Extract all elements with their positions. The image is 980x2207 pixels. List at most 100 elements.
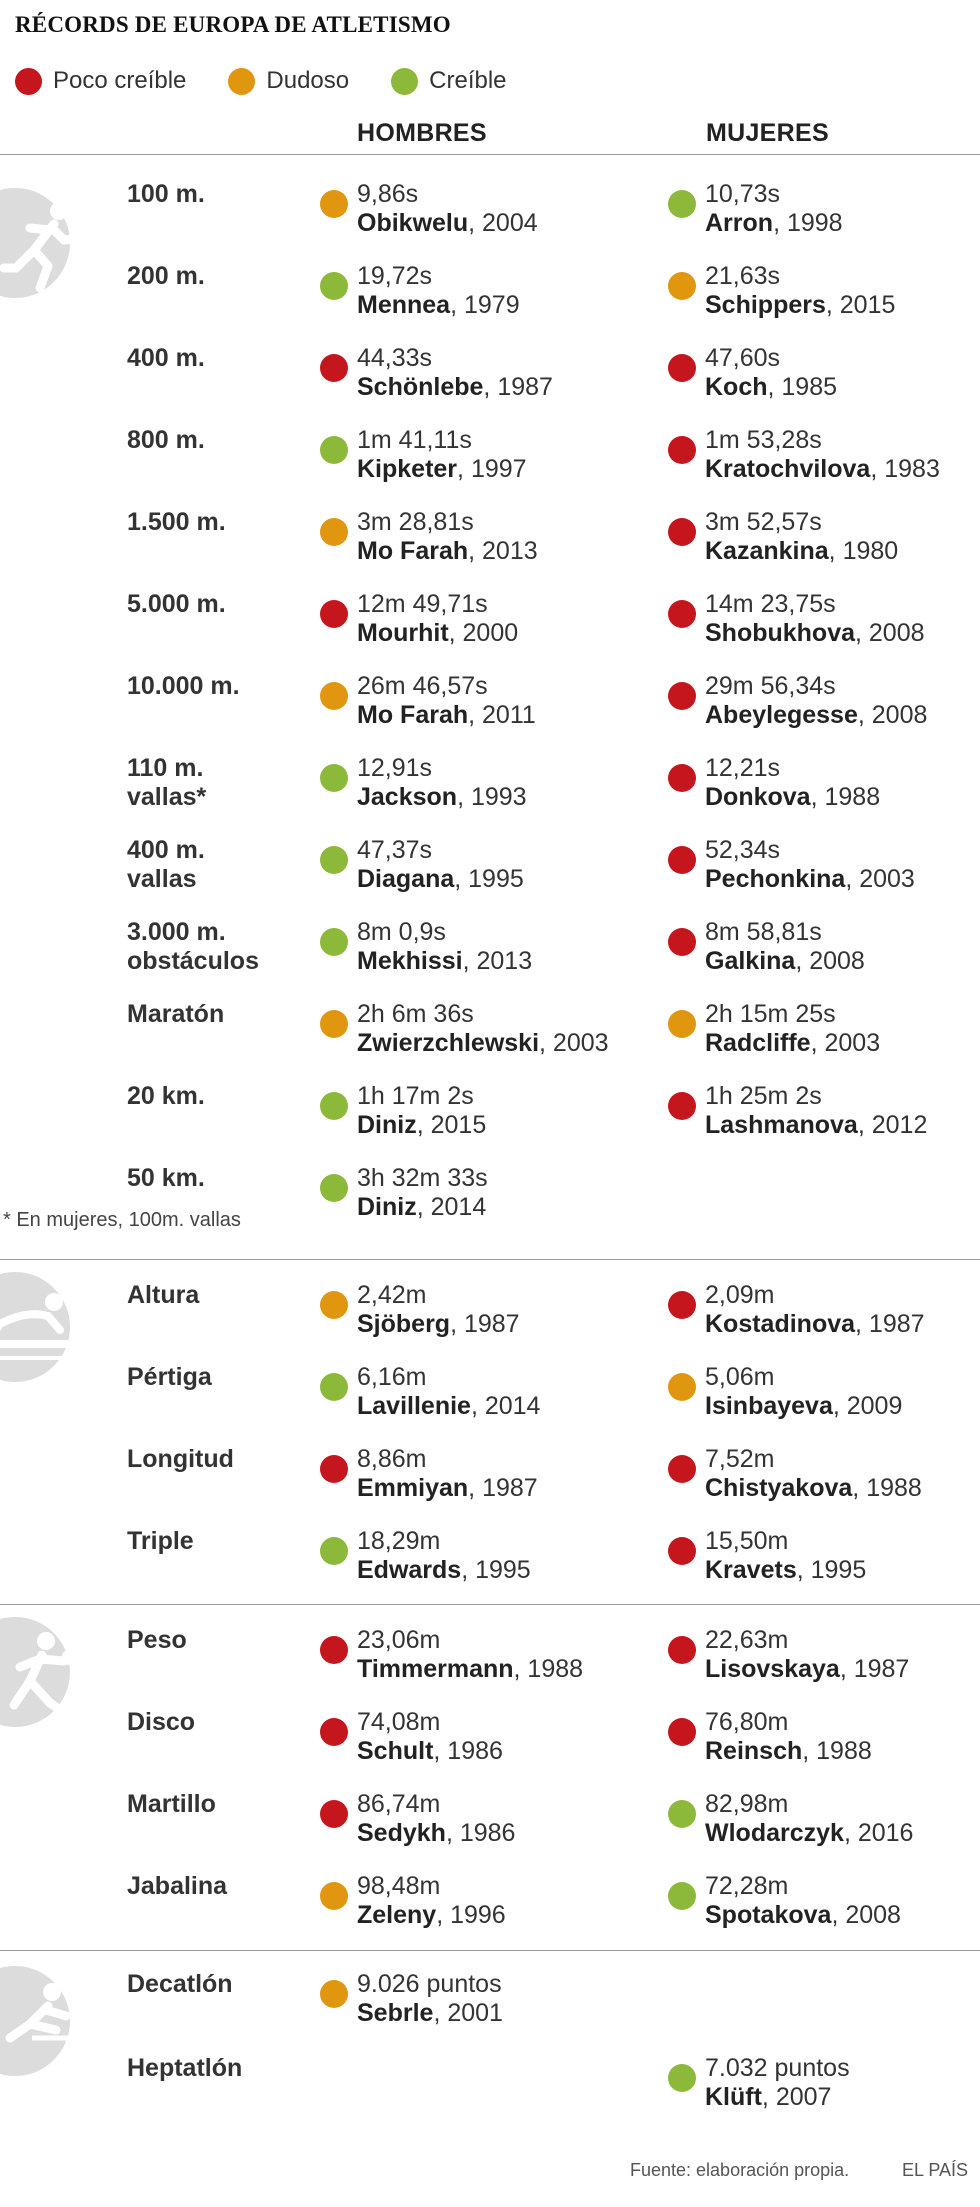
record-mark: 10,73s xyxy=(705,180,781,208)
athlete-info: Mourhit, 2000 xyxy=(357,619,518,648)
event-name: 10.000 m. xyxy=(127,672,240,700)
legend-item-creible: Creíble xyxy=(391,67,507,95)
athlete-name: Pechonkina xyxy=(705,865,846,893)
orange-dot-icon xyxy=(320,682,348,710)
record-mark: 19,72s xyxy=(357,262,433,290)
event-name: Heptatlón xyxy=(127,2054,243,2082)
athlete-info: Donkova, 1988 xyxy=(705,783,880,812)
record-mark: 86,74m xyxy=(357,1790,441,1818)
legend-label: Creíble xyxy=(429,67,507,94)
athlete-name: Emmiyan xyxy=(357,1474,469,1502)
record-year: , 2000 xyxy=(448,619,519,647)
event-name: Disco xyxy=(127,1708,196,1736)
orange-dot-icon xyxy=(320,518,348,546)
thrower-icon xyxy=(0,1617,78,1727)
column-header-men: HOMBRES xyxy=(357,119,487,147)
green-dot-icon xyxy=(668,190,696,218)
page-title: RÉCORDS DE EUROPA DE ATLETISMO xyxy=(15,12,451,37)
athlete-info: Shobukhova, 2008 xyxy=(705,619,925,648)
record-mark: 7,52m xyxy=(705,1445,775,1473)
green-dot-icon xyxy=(320,1537,348,1565)
athlete-info: Chistyakova, 1988 xyxy=(705,1474,922,1503)
green-dot-icon xyxy=(320,272,348,300)
athlete-info: Sebrle, 2001 xyxy=(357,1999,503,2028)
athlete-name: Zeleny xyxy=(357,1901,437,1929)
athlete-info: Diniz, 2015 xyxy=(357,1111,486,1140)
athlete-name: Jackson xyxy=(357,783,458,811)
record-year: , 1980 xyxy=(828,537,899,565)
record-year: , 2008 xyxy=(855,619,925,647)
jumper-icon xyxy=(0,1272,96,1382)
event-name: Altura xyxy=(127,1281,200,1309)
record-year: , 1987 xyxy=(468,1474,538,1502)
record-mark: 2,09m xyxy=(705,1281,775,1309)
legend-item-dudoso: Dudoso xyxy=(228,67,349,95)
record-year: , 2009 xyxy=(832,1392,903,1420)
record-mark: 1m 53,28s xyxy=(705,426,822,454)
record-year: , 2008 xyxy=(831,1901,901,1929)
column-header-women: MUJERES xyxy=(706,119,829,147)
record-mark: 82,98m xyxy=(705,1790,789,1818)
event-name: 20 km. xyxy=(127,1082,205,1110)
red-dot-icon xyxy=(320,1636,348,1664)
record-mark: 44,33s xyxy=(357,344,433,372)
green-dot-icon xyxy=(320,436,348,464)
orange-dot-icon xyxy=(668,1373,696,1401)
athlete-info: Schönlebe, 1987 xyxy=(357,373,553,402)
event-name: 200 m. xyxy=(127,262,205,290)
event-name: 400 m. xyxy=(127,344,205,372)
record-mark: 26m 46,57s xyxy=(357,672,488,700)
red-dot-icon xyxy=(320,354,348,382)
record-year: , 2008 xyxy=(857,701,928,729)
divider xyxy=(0,154,980,155)
record-mark: 72,28m xyxy=(705,1872,789,1900)
record-year: , 1983 xyxy=(870,455,940,483)
red-dot-icon xyxy=(668,518,696,546)
record-year: , 2016 xyxy=(843,1819,914,1847)
athlete-info: Mo Farah, 2013 xyxy=(357,537,538,566)
athlete-name: Lisovskaya xyxy=(705,1655,840,1683)
athlete-name: Mekhissi xyxy=(357,947,463,975)
record-mark: 12,91s xyxy=(357,754,433,782)
event-name: Triple xyxy=(127,1527,194,1555)
athlete-name: Mennea xyxy=(357,291,451,319)
event-name: Martillo xyxy=(127,1790,216,1818)
athlete-name: Radcliffe xyxy=(705,1029,811,1057)
green-dot-icon xyxy=(668,2064,696,2092)
red-dot-icon xyxy=(668,928,696,956)
record-mark: 1h 25m 2s xyxy=(705,1082,822,1110)
event-name: 110 m. vallas* xyxy=(127,754,207,811)
athlete-info: Sedykh, 1986 xyxy=(357,1819,515,1848)
red-dot-icon xyxy=(668,354,696,382)
athlete-name: Diagana xyxy=(357,865,455,893)
athlete-info: Mekhissi, 2013 xyxy=(357,947,532,976)
record-mark: 47,60s xyxy=(705,344,781,372)
orange-dot-icon xyxy=(668,1010,696,1038)
athlete-name: Lashmanova xyxy=(705,1111,858,1139)
athlete-name: Shobukhova xyxy=(705,619,856,647)
legend-item-poco: Poco creíble xyxy=(15,67,186,95)
athlete-info: Spotakova, 2008 xyxy=(705,1901,901,1930)
record-year: , 2001 xyxy=(433,1999,503,2027)
athlete-name: Schult xyxy=(357,1737,434,1765)
record-year: , 2004 xyxy=(468,209,538,237)
athlete-name: Kostadinova xyxy=(705,1310,856,1338)
record-year: , 1988 xyxy=(810,783,881,811)
athlete-name: Wlodarczyk xyxy=(705,1819,844,1847)
record-year: , 1979 xyxy=(450,291,520,319)
athlete-info: Galkina, 2008 xyxy=(705,947,865,976)
record-mark: 2,42m xyxy=(357,1281,427,1309)
record-mark: 1h 17m 2s xyxy=(357,1082,474,1110)
red-dot-icon xyxy=(668,1092,696,1120)
athlete-name: Sjöberg xyxy=(357,1310,451,1338)
athlete-info: Pechonkina, 2003 xyxy=(705,865,915,894)
record-year: , 1986 xyxy=(433,1737,503,1765)
red-dot-icon xyxy=(668,1537,696,1565)
athlete-info: Kostadinova, 1987 xyxy=(705,1310,925,1339)
event-name: Peso xyxy=(127,1626,187,1654)
record-year: , 2003 xyxy=(845,865,915,893)
record-year: , 1987 xyxy=(483,373,553,401)
green-dot-icon xyxy=(668,1800,696,1828)
event-name: Pértiga xyxy=(127,1363,212,1391)
record-year: , 2003 xyxy=(539,1029,609,1057)
